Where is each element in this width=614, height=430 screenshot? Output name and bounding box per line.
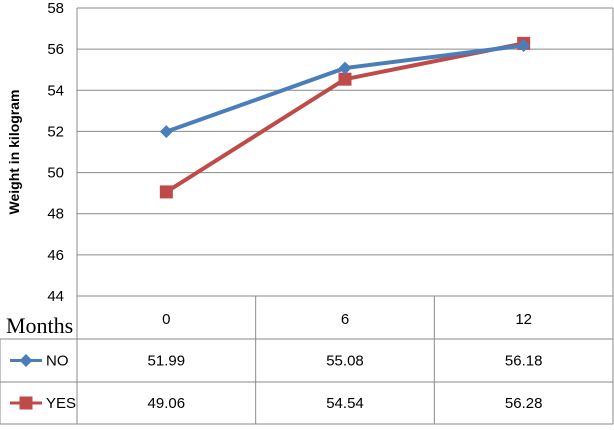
data-point-NO-6	[338, 61, 352, 75]
y-tick-label-48: 48	[47, 206, 64, 223]
y-tick-label-52: 52	[47, 123, 64, 140]
legend-label-NO: NO	[46, 353, 69, 370]
y-tick-label-44: 44	[47, 288, 64, 305]
x-tick-label-0: 0	[162, 311, 170, 328]
data-table: 0 6 12 NO 51.99 55.08 56.18 YES 49.06 54.54 56.28	[0, 295, 614, 425]
table-value-YES-12: 56.28	[505, 395, 543, 412]
table-value-NO-0: 51.99	[148, 353, 186, 370]
data-point-YES-6	[338, 72, 352, 86]
series	[159, 36, 531, 199]
table-value-NO-6: 55.08	[326, 353, 364, 370]
legend-marker-NO	[19, 354, 33, 367]
series-line-NO	[165, 43, 524, 134]
data-point-NO-12	[517, 38, 531, 52]
y-tick-label-46: 46	[47, 247, 64, 264]
legend-marker-YES	[19, 396, 33, 410]
gridlines	[76, 7, 614, 297]
y-tick-label-50: 50	[47, 165, 64, 182]
table-value-NO-12: 56.18	[505, 353, 543, 370]
data-point-NO-0	[159, 125, 173, 139]
table-value-YES-6: 54.54	[326, 395, 364, 412]
x-tick-label-12: 12	[515, 311, 532, 328]
y-tick-label-54: 54	[47, 82, 64, 99]
y-tick-label-58: 58	[47, 0, 64, 17]
legend-label-YES: YES	[46, 395, 76, 412]
y-axis-ticks: 44 46 48 50 52 54 56 58	[47, 0, 64, 305]
y-axis-label: Weight in kilogram	[6, 90, 22, 215]
y-tick-label-56: 56	[47, 41, 64, 58]
table-value-YES-0: 49.06	[148, 395, 186, 412]
x-tick-label-6: 6	[341, 311, 349, 328]
x-axis-label: Months	[6, 313, 73, 338]
data-point-YES-0	[159, 185, 173, 199]
